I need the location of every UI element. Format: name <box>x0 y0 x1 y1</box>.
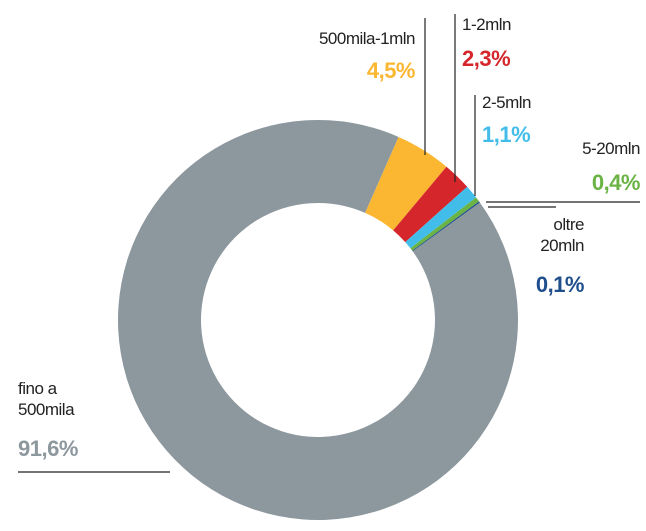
label: 1-2mln <box>462 15 511 34</box>
label: fino a 500mila <box>18 379 75 419</box>
slice <box>365 136 447 231</box>
slice <box>410 197 480 251</box>
slice <box>412 201 480 252</box>
label: 500mila-1mln <box>318 29 416 48</box>
slice <box>393 166 468 243</box>
value-label: 0,4% <box>591 170 641 195</box>
value-label: 1,1% <box>482 122 531 147</box>
label: 5-20mln <box>582 139 640 158</box>
value-label: 4,5% <box>366 58 416 83</box>
value-label: 0,1% <box>535 272 585 297</box>
value-label: 91,6% <box>18 436 78 461</box>
slice <box>405 186 477 249</box>
label: 2-5mln <box>482 93 531 112</box>
label: oltre 20mln <box>540 215 584 255</box>
value-label: 2,3% <box>462 46 511 71</box>
slice <box>117 119 518 521</box>
slices <box>117 119 518 521</box>
